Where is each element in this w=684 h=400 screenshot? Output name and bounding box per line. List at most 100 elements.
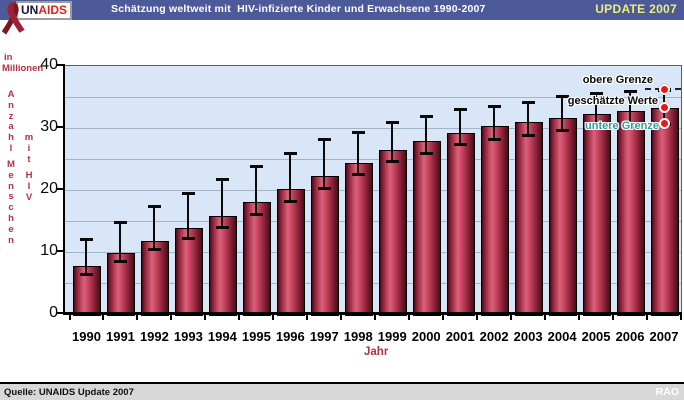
upper-cap-1998 <box>351 131 365 135</box>
header-bar <box>0 0 684 20</box>
lower-cap-1998 <box>351 172 365 176</box>
vertical-letter: n <box>8 234 14 246</box>
lower-cap-2003 <box>521 133 535 137</box>
error-bar-2000 <box>425 115 428 153</box>
lower-cap-1991 <box>113 260 127 264</box>
upper-cap-1996 <box>283 151 297 155</box>
bar-2004 <box>549 118 578 316</box>
error-bar-2006 <box>629 91 632 127</box>
bar-1999 <box>379 150 408 316</box>
vertical-letter: n <box>8 99 14 111</box>
x-axis-title: Jahr <box>364 346 389 358</box>
x-boundary-tick <box>102 315 105 320</box>
plot-area <box>65 65 682 316</box>
vertical-letter: n <box>8 180 14 192</box>
y-tick-20 <box>57 188 63 190</box>
vertical-letter: M <box>7 159 15 170</box>
author-initials: RAO <box>655 386 679 398</box>
gridline-30 <box>65 127 681 129</box>
y-axis-unit-line1: in <box>4 52 13 63</box>
bar-1995 <box>243 202 272 316</box>
upper-cap-1993 <box>181 192 195 196</box>
vertical-letter: t <box>27 153 31 165</box>
year-label-1991: 1991 <box>105 329 135 344</box>
vertical-letter: H <box>25 170 33 181</box>
y-tick-0 <box>57 312 63 314</box>
bar-1993 <box>175 228 204 316</box>
marker-dot-estimate <box>658 101 670 113</box>
vertical-letter: h <box>8 132 14 144</box>
legend-estimate-label: geschätzte Werte <box>567 95 658 107</box>
year-label-1996: 1996 <box>275 329 305 344</box>
legend-upper-bound-label: obere Grenze <box>582 74 653 86</box>
bar-2001 <box>447 132 476 316</box>
logo-aids-text: AIDS <box>38 3 68 17</box>
y-tick-label-0: 0 <box>49 304 58 321</box>
y-tick-30 <box>57 126 63 128</box>
x-boundary-tick <box>272 315 275 320</box>
x-boundary-tick <box>170 315 173 320</box>
year-label-1997: 1997 <box>309 329 339 344</box>
year-label-2000: 2000 <box>411 329 441 344</box>
upper-cap-2001 <box>453 108 467 112</box>
lower-cap-1997 <box>317 186 331 190</box>
year-label-1990: 1990 <box>72 329 101 344</box>
year-label-1993: 1993 <box>173 329 203 344</box>
x-boundary-tick <box>544 315 547 320</box>
bar-1991 <box>107 253 136 316</box>
upper-cap-1992 <box>147 205 161 209</box>
year-label-2004: 2004 <box>547 329 577 344</box>
marker-dot-upper <box>658 83 670 95</box>
year-label-1992: 1992 <box>139 329 169 344</box>
y-axis-line <box>63 64 65 314</box>
x-boundary-tick <box>442 315 445 320</box>
year-label-1994: 1994 <box>207 329 237 344</box>
x-boundary-tick <box>340 315 343 320</box>
error-bar-1999 <box>391 121 394 162</box>
x-boundary-tick <box>136 315 139 320</box>
x-boundary-tick <box>680 315 682 320</box>
legend-lower-bound-label: untere Grenze <box>585 120 659 132</box>
upper-cap-2002 <box>487 105 501 109</box>
upper-cap-1991 <box>113 220 127 224</box>
logo-un-text: UN <box>21 3 39 17</box>
error-bar-1996 <box>289 152 292 201</box>
bar-1996 <box>277 189 306 316</box>
error-bar-2003 <box>527 101 530 135</box>
lower-cap-1990 <box>79 272 93 276</box>
upper-cap-2006 <box>623 90 637 94</box>
x-boundary-tick <box>238 315 241 320</box>
lower-cap-2005 <box>589 127 603 130</box>
bar-2005 <box>583 114 612 316</box>
bar-1992 <box>141 241 170 316</box>
year-label-2001: 2001 <box>445 329 475 344</box>
y-tick-10 <box>57 250 63 252</box>
marker-dot-lower <box>658 117 670 129</box>
x-boundary-tick <box>374 315 377 320</box>
x-boundary-tick <box>204 315 207 320</box>
year-label-2003: 2003 <box>513 329 543 344</box>
upper-cap-2004 <box>555 95 569 99</box>
x-boundary-tick <box>306 315 309 320</box>
lower-cap-1999 <box>385 160 399 164</box>
upper-cap-1990 <box>79 237 93 241</box>
error-bar-2005 <box>595 92 598 128</box>
vertical-letter: h <box>8 212 14 224</box>
lower-cap-1993 <box>181 237 195 241</box>
error-bar-1998 <box>357 132 360 174</box>
bar-2006 <box>617 111 646 316</box>
bar-1994 <box>209 216 238 316</box>
error-bar-1997 <box>323 139 326 188</box>
upper-cap-2005 <box>589 91 603 95</box>
y-tick-label-20: 20 <box>40 180 58 197</box>
upper-cap-1997 <box>317 138 331 142</box>
vertical-letter: e <box>8 169 14 181</box>
lower-cap-2000 <box>419 151 433 155</box>
y-tick-label-10: 10 <box>40 242 58 259</box>
upper-cap-2003 <box>521 100 535 104</box>
lower-cap-1994 <box>215 226 229 230</box>
y-axis-unit-line2: Millionen <box>2 63 44 74</box>
